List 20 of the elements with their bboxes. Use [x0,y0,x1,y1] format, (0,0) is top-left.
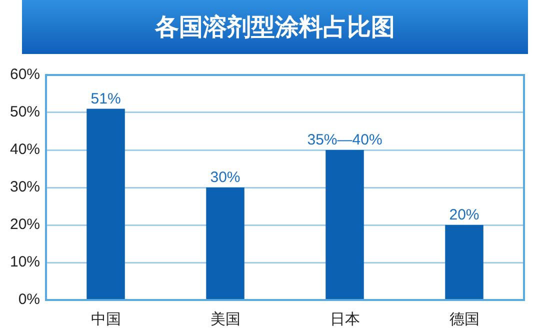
y-tick-label: 30% [10,178,40,196]
x-tick-label: 中国 [90,311,121,328]
bar [206,188,244,300]
data-label: 35%—40% [307,132,382,149]
x-tick-label: 美国 [210,311,240,328]
y-tick-label: 60% [10,66,40,84]
y-tick-label: 0% [18,291,40,308]
bar [445,225,484,300]
data-label: 20% [449,206,480,224]
chart-title: 各国溶剂型涂料占比图 [155,12,395,43]
x-tick-label: 日本 [330,311,360,328]
x-tick-label: 德国 [449,311,480,328]
y-tick-label: 40% [10,141,40,158]
data-label: 51% [90,90,121,108]
data-label: 30% [210,169,240,186]
y-tick-label: 10% [10,254,40,271]
y-tick-label: 50% [10,104,40,121]
y-tick-label: 20% [10,216,40,234]
bar [326,150,364,300]
bar [86,108,125,300]
